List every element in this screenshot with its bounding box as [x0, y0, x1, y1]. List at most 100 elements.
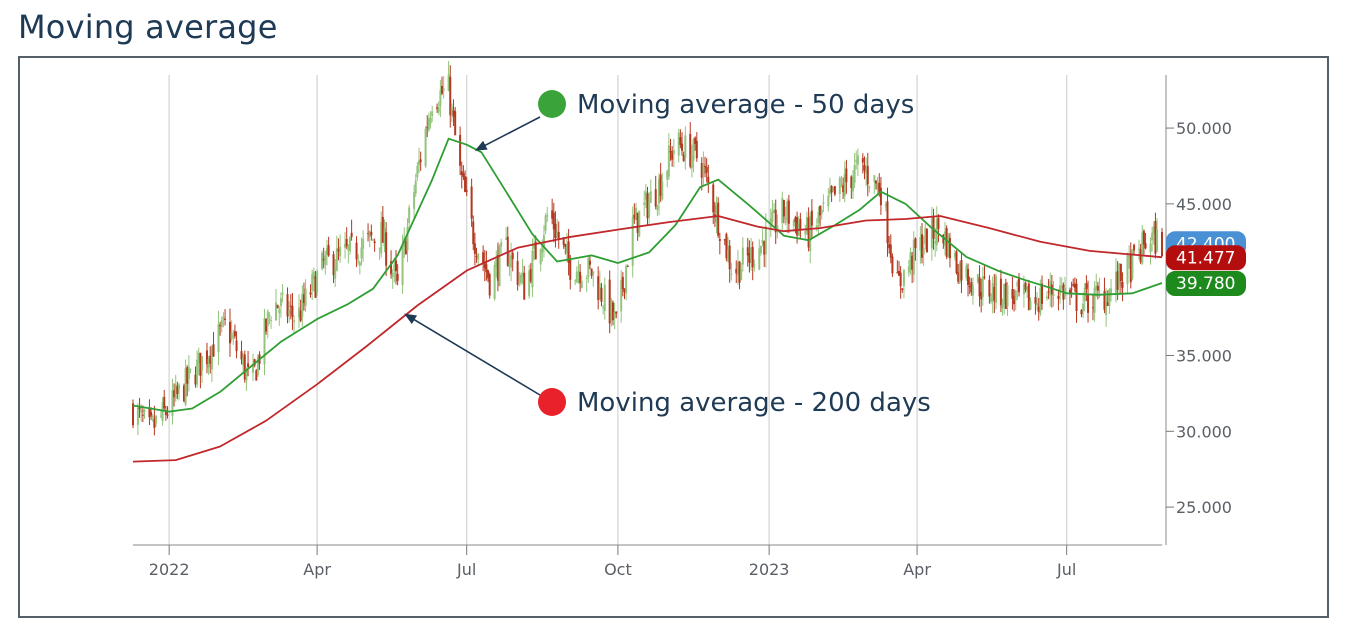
candle-body — [799, 218, 802, 229]
candle-body — [636, 212, 639, 233]
candle-body — [279, 298, 282, 307]
candle-body — [705, 166, 708, 173]
candle-body — [947, 235, 950, 258]
candle-body — [884, 204, 887, 207]
candle-body — [459, 134, 462, 166]
candle-layer — [132, 61, 1163, 436]
candle-body — [1072, 284, 1075, 286]
candle-body — [362, 238, 365, 249]
candle-body — [924, 228, 927, 244]
candle-body — [138, 407, 141, 410]
candle-body — [1041, 283, 1044, 304]
candle-body — [602, 306, 605, 308]
candle-body — [707, 176, 710, 183]
candle-body — [153, 418, 156, 428]
candle-body — [948, 238, 951, 259]
candle-body — [245, 368, 248, 381]
candle-body — [380, 221, 383, 254]
candle-body — [534, 241, 537, 260]
candle-body — [554, 223, 557, 238]
candle-body — [475, 256, 478, 258]
candle-body — [1013, 295, 1016, 305]
candle-body — [255, 370, 258, 381]
candle-body — [692, 139, 695, 161]
candle-body — [830, 186, 833, 193]
candle-body — [551, 210, 554, 219]
candle-body — [243, 354, 246, 380]
candle-body — [704, 166, 707, 168]
candle-body — [804, 231, 807, 235]
candle-body — [500, 242, 503, 247]
candle-body — [634, 208, 637, 220]
candle-body — [838, 177, 841, 194]
candle-body — [728, 245, 731, 270]
candle-body — [712, 184, 715, 213]
candle-body — [505, 238, 508, 240]
candle-body — [827, 195, 830, 207]
candle-body — [391, 272, 394, 277]
candle-body — [980, 291, 983, 300]
candle-body — [822, 202, 825, 204]
candle-body — [368, 231, 371, 238]
candle-body — [1027, 283, 1030, 310]
candle-body — [914, 238, 917, 249]
candle-body — [148, 408, 151, 418]
candle-body — [358, 262, 361, 266]
candle-body — [199, 352, 202, 376]
candle-body — [495, 258, 498, 268]
candle-body — [990, 297, 993, 302]
candle-body — [552, 212, 555, 230]
candle-body — [588, 260, 591, 265]
candle-body — [700, 163, 703, 178]
candle-body — [907, 266, 910, 273]
candle-body — [472, 221, 475, 245]
candle-body — [912, 239, 915, 275]
candle-body — [228, 321, 231, 344]
candle-body — [222, 316, 225, 319]
candle-body — [219, 325, 222, 327]
candle-body — [717, 202, 720, 236]
candle-body — [897, 270, 900, 276]
candle-body — [441, 85, 444, 94]
candle-body — [1161, 232, 1163, 257]
candle-body — [819, 206, 822, 216]
candle-body — [335, 248, 338, 271]
candle-body — [615, 311, 618, 314]
candle-body — [278, 309, 281, 314]
candle-body — [136, 407, 139, 425]
candle-body — [876, 182, 879, 190]
candle-body — [937, 217, 940, 229]
candle-body — [991, 283, 994, 302]
candle-body — [348, 237, 351, 252]
candle-body — [1098, 290, 1101, 292]
candle-body — [748, 253, 751, 263]
candle-body — [730, 273, 733, 275]
candle-body — [496, 254, 499, 281]
candle-body — [646, 193, 649, 219]
candle-body — [843, 173, 846, 196]
candle-body — [465, 190, 468, 192]
candle-body — [909, 252, 912, 270]
candle-body — [976, 274, 979, 283]
ma200-value-badge-text: 41.477 — [1176, 248, 1235, 268]
candle-body — [633, 214, 636, 219]
candle-body — [263, 318, 266, 365]
candle-body — [600, 287, 603, 302]
candle-body — [689, 134, 692, 167]
candle-body — [1119, 263, 1122, 281]
x-tick-label: Jul — [1056, 560, 1076, 579]
x-tick-label: Jul — [456, 560, 476, 579]
candle-body — [224, 318, 227, 320]
candle-body — [251, 364, 254, 373]
candle-body — [667, 145, 670, 177]
candle-body — [220, 319, 223, 328]
candle-body — [1068, 289, 1071, 294]
candle-body — [187, 367, 190, 380]
candle-body — [1105, 296, 1108, 315]
candle-body — [1121, 282, 1124, 288]
candle-body — [373, 241, 376, 244]
candle-body — [922, 248, 925, 255]
candle-body — [159, 415, 162, 417]
candle-body — [1142, 230, 1145, 245]
